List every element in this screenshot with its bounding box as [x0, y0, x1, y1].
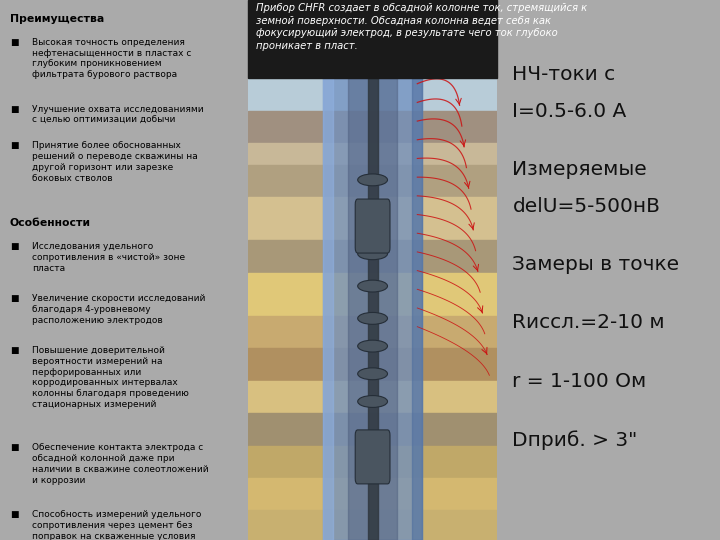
Text: ■: ■: [10, 141, 19, 151]
Text: Обеспечение контакта электрода с
обсадной колонной даже при
наличии в скважине с: Обеспечение контакта электрода с обсадно…: [32, 443, 209, 484]
Ellipse shape: [358, 368, 387, 380]
Text: ■: ■: [10, 242, 19, 252]
Bar: [248, 478, 497, 510]
Text: Улучшение охвата исследованиями
с целью оптимизации добычи: Улучшение охвата исследованиями с целью …: [32, 105, 204, 125]
Text: Измеряемые: Измеряемые: [513, 160, 647, 179]
Text: Повышение доверительной
вероятности измерений на
перфорированных или
корродирова: Повышение доверительной вероятности изме…: [32, 346, 189, 409]
Text: I=0.5-6.0 А: I=0.5-6.0 А: [513, 102, 626, 120]
Bar: [323, 78, 333, 540]
Text: Преимущества: Преимущества: [10, 14, 104, 24]
Text: Высокая точность определения
нефтенасыщенности в пластах с
глубоким проникновени: Высокая точность определения нефтенасыще…: [32, 38, 192, 79]
Text: Способность измерений удельного
сопротивления через цемент без
поправок на скваж: Способность измерений удельного сопротив…: [32, 510, 202, 540]
Text: ■: ■: [10, 346, 19, 355]
Text: r = 1-100 Ом: r = 1-100 Ом: [513, 372, 647, 390]
Text: Принятие более обоснованных
решений о переводе скважины на
другой горизонт или з: Принятие более обоснованных решений о пе…: [32, 141, 198, 183]
Ellipse shape: [358, 248, 387, 260]
Bar: [323, 78, 422, 540]
Text: Особенности: Особенности: [10, 218, 91, 228]
Ellipse shape: [358, 174, 387, 186]
Bar: [248, 316, 497, 348]
Bar: [248, 348, 497, 381]
Text: Замеры в точке: Замеры в точке: [513, 255, 680, 274]
Bar: [248, 446, 497, 478]
Bar: [248, 240, 497, 273]
Text: Dприб. > 3": Dприб. > 3": [513, 430, 638, 449]
FancyBboxPatch shape: [355, 199, 390, 253]
Text: НЧ-токи с: НЧ-токи с: [513, 65, 616, 84]
Bar: [248, 273, 497, 316]
Text: ■: ■: [10, 510, 19, 519]
Bar: [248, 381, 497, 413]
Ellipse shape: [358, 280, 387, 292]
Text: ■: ■: [10, 443, 19, 453]
Ellipse shape: [358, 433, 387, 444]
Text: ■: ■: [10, 294, 19, 303]
Bar: [248, 111, 497, 143]
Text: ■: ■: [10, 105, 19, 114]
Bar: [248, 143, 497, 165]
Bar: [413, 78, 422, 540]
Bar: [248, 0, 497, 78]
Text: Исследования удельного
сопротивления в «чистой» зоне
пласта: Исследования удельного сопротивления в «…: [32, 242, 186, 273]
Bar: [248, 510, 497, 540]
Bar: [248, 413, 497, 446]
Bar: [368, 78, 377, 540]
Bar: [248, 197, 497, 240]
Ellipse shape: [358, 313, 387, 325]
Ellipse shape: [358, 340, 387, 352]
Ellipse shape: [358, 395, 387, 407]
Text: Прибор CHFR создает в обсадной колонне ток, стремящийся к
земной поверхности. Об: Прибор CHFR создает в обсадной колонне т…: [256, 3, 587, 51]
FancyBboxPatch shape: [355, 430, 390, 484]
Ellipse shape: [358, 469, 387, 481]
Bar: [348, 78, 397, 540]
Bar: [248, 78, 497, 111]
Text: Увеличение скорости исследований
благодаря 4-уровневому
расположению электродов: Увеличение скорости исследований благода…: [32, 294, 206, 325]
Text: ■: ■: [10, 38, 19, 47]
Text: delU=5-500нВ: delU=5-500нВ: [513, 197, 660, 215]
Text: Rиссл.=2-10 м: Rиссл.=2-10 м: [513, 313, 665, 332]
Bar: [248, 165, 497, 197]
